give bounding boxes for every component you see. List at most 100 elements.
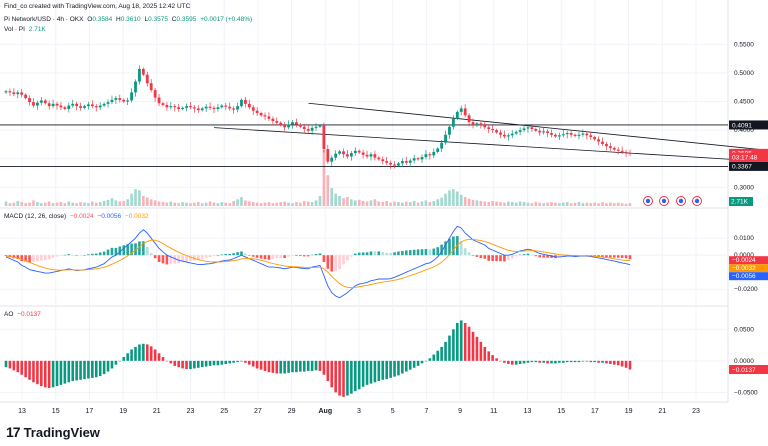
macd-histogram-bar <box>459 241 463 256</box>
volume-bar <box>581 203 585 206</box>
macd-histogram-bar <box>220 254 224 256</box>
price-tick-label: 0.3000 <box>734 184 754 191</box>
macd-histogram-bar <box>295 255 298 256</box>
ao-bar <box>573 360 577 363</box>
volume-bar <box>47 201 51 206</box>
ao-bar <box>361 360 365 387</box>
ao-bar <box>601 360 604 363</box>
macd-tick-label: −0.0200 <box>734 286 758 293</box>
candle-body <box>283 125 287 128</box>
macd-histogram-bar <box>353 253 357 256</box>
macd-histogram-bar <box>251 255 255 257</box>
ao-bar <box>483 346 487 361</box>
ao-tag-label: −0.0137 <box>732 367 756 374</box>
macd-histogram-bar <box>157 255 161 262</box>
ao-bar <box>330 360 334 388</box>
macd-histogram-bar <box>118 246 122 256</box>
macd-histogram-bar <box>542 255 545 258</box>
candle-body <box>255 110 259 113</box>
ao-bar <box>102 360 106 375</box>
x-tick-label: 23 <box>187 408 195 415</box>
volume-bar <box>346 197 349 206</box>
volume-bar <box>283 201 286 206</box>
candle-body <box>83 106 86 108</box>
volume-bar <box>130 193 133 206</box>
volume-bar <box>173 202 177 206</box>
macd-tag-label: −0.0056 <box>732 273 756 280</box>
ao-bar <box>487 351 491 361</box>
candle-body <box>455 111 459 119</box>
macd-tag-box <box>729 272 768 281</box>
high-value: 0.3610 <box>120 16 141 23</box>
macd-histogram-bar <box>616 255 620 258</box>
volume-bar <box>259 203 263 206</box>
macd-tag-box <box>729 264 768 273</box>
macd-histogram-bar <box>232 253 235 256</box>
candle-body <box>177 107 181 109</box>
ao-label[interactable]: AO <box>4 311 14 318</box>
macd-histogram-bar <box>145 246 149 256</box>
low-value: 0.3575 <box>148 16 168 23</box>
macd-histogram-bar <box>122 245 126 256</box>
ao-bar <box>314 360 318 371</box>
macd-histogram-bar <box>165 255 169 265</box>
brand-name: TradingView <box>23 425 100 440</box>
macd-histogram-bar <box>4 255 8 257</box>
volume-bar <box>452 189 455 206</box>
macd-histogram-bar <box>255 255 259 258</box>
macd-histogram-bar <box>432 248 436 256</box>
author-line: Find_co created with TradingView.com, Au… <box>4 3 192 10</box>
macd-histogram-bar <box>538 255 542 258</box>
volume-bar <box>122 200 126 206</box>
candle-body <box>522 128 526 131</box>
candle-body <box>200 108 204 111</box>
candle-body <box>189 106 192 108</box>
ohlc-legend: Pi Network/USD · 4h · OKX O0.3584 H0.361… <box>4 16 254 23</box>
ao-bar <box>20 360 23 375</box>
candle-body <box>361 152 365 155</box>
volume-bar <box>483 201 487 206</box>
volume-bar <box>302 200 306 206</box>
ao-bar <box>32 360 35 383</box>
volume-bar <box>16 200 20 206</box>
candle-body <box>471 122 475 126</box>
candle-body <box>573 134 577 136</box>
macd-histogram-bar <box>71 255 75 256</box>
volume-bar <box>377 201 381 206</box>
volume-bar <box>118 201 122 206</box>
volume-bar <box>59 202 63 206</box>
volume-bar <box>91 201 94 206</box>
candle-body <box>624 151 628 154</box>
macd-histogram-bar <box>279 255 283 258</box>
candle-body <box>228 106 232 109</box>
ao-bar <box>432 354 436 361</box>
volume-bar <box>432 200 436 206</box>
candle-body <box>243 99 247 104</box>
macd-histogram-bar <box>263 255 267 260</box>
macd-histogram-bar <box>518 254 522 256</box>
ao-bar <box>283 360 286 374</box>
volume-label[interactable]: Vol · PI <box>4 26 25 33</box>
macd-histogram-bar <box>271 255 275 259</box>
candle-body <box>400 161 404 164</box>
volume-bar <box>514 202 518 206</box>
ao-bar <box>59 360 63 385</box>
macd-histogram-bar <box>28 255 31 263</box>
candle-body <box>47 103 51 107</box>
ao-bar <box>275 360 279 374</box>
candle-body <box>192 107 196 109</box>
macd-histogram-bar <box>471 255 475 256</box>
volume-bar <box>51 203 55 206</box>
volume-bar <box>255 202 259 206</box>
candle-body <box>20 92 24 95</box>
macd-histogram-bar <box>330 255 334 272</box>
candle-body <box>173 106 177 108</box>
ao-bar <box>236 360 239 363</box>
candle-body <box>12 92 16 95</box>
symbol-label[interactable]: Pi Network/USD · 4h · OKX <box>4 16 84 23</box>
macd-label[interactable]: MACD (12, 26, close) <box>4 213 67 220</box>
candle-body <box>608 146 612 148</box>
candle-body <box>204 106 208 109</box>
macd-histogram-bar <box>428 249 432 256</box>
